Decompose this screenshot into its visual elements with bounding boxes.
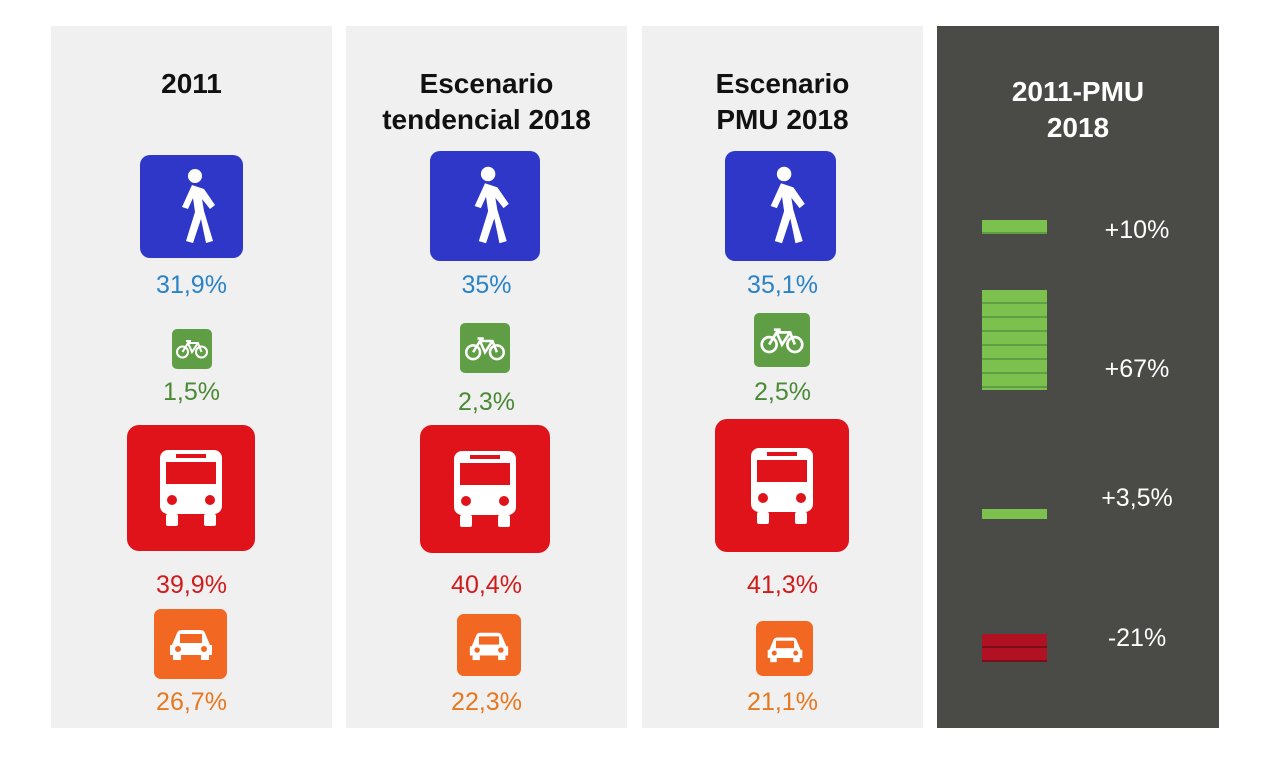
car-icon [154,609,227,679]
walk-share-value: 35% [461,271,512,299]
panel-title: Escenario tendencial 2018 [346,66,627,138]
panel-title-line-1: 2011-PMU [1011,76,1145,107]
bus-share-value: 39,9% [156,571,227,599]
panel-title: Escenario PMU 2018 [642,66,923,138]
panel-title-line-2: tendencial 2018 [382,104,591,135]
bus-icon [715,419,849,552]
car-change-bar [982,634,1047,662]
panel-pmu-2018: Escenario PMU 2018 35,1% 2,5% 41,3% 21,1… [642,26,923,728]
car-change-value: -21% [1107,624,1167,652]
car-icon [457,614,521,676]
bike-share-value: 2,3% [458,388,515,416]
panel-title: 2011 [51,66,332,102]
walk-share-value: 31,9% [156,271,227,299]
panel-change-2011-pmu-2018: 2011-PMU 2018 +10% +67% +3,5% -21% [937,26,1219,728]
bicycle-icon [754,313,810,367]
bike-share-value: 2,5% [754,378,811,406]
bicycle-icon [172,329,212,369]
pedestrian-icon [140,155,243,258]
pedestrian-icon [725,151,836,261]
bicycle-icon [460,323,510,373]
walk-change-value: +10% [1104,216,1170,244]
bike-share-value: 1,5% [163,378,220,406]
pedestrian-icon [430,151,540,261]
car-share-value: 22,3% [451,688,522,716]
bus-change-bar [982,509,1047,519]
panel-title-line-2: 2018 [1046,112,1110,143]
bus-icon [420,425,550,553]
bus-change-value: +3,5% [1101,484,1173,512]
panel-title-line-2: PMU 2018 [716,104,849,135]
panel-tendencial-2018: Escenario tendencial 2018 35% 2,3% 40,4%… [346,26,627,728]
bus-share-value: 41,3% [747,571,818,599]
panel-title-line-1: Escenario [419,68,554,99]
car-icon [756,621,813,676]
panel-title-line-1: 2011 [161,68,222,99]
panel-title: 2011-PMU 2018 [937,74,1219,146]
walk-share-value: 35,1% [747,271,818,299]
panel-2011: 2011 31,9% 1,5% 39,9% 26,7% [51,26,332,728]
car-share-value: 21,1% [747,688,818,716]
bike-change-value: +67% [1104,355,1170,383]
bus-icon [127,425,255,551]
bike-change-bar [982,290,1047,390]
bus-share-value: 40,4% [451,571,522,599]
walk-change-bar [982,220,1047,234]
car-share-value: 26,7% [156,688,227,716]
panel-title-line-1: Escenario [715,68,850,99]
